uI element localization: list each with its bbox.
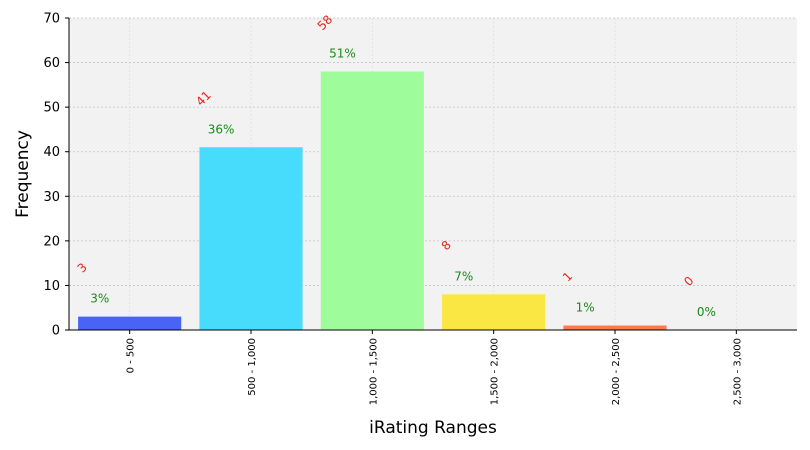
y-tick-label: 10 <box>43 279 60 294</box>
bars <box>78 71 667 330</box>
y-axis-ticks: 0 10 20 30 40 50 60 70 <box>43 12 69 339</box>
bar <box>563 325 667 330</box>
bar <box>320 71 424 330</box>
y-tick-label: 0 <box>52 324 60 339</box>
bar <box>442 294 546 330</box>
x-tick-label: 2,500 - 3,000 <box>732 338 743 405</box>
y-tick-label: 30 <box>43 190 60 205</box>
x-tick-label: 1,500 - 2,000 <box>490 338 501 405</box>
percent-label: 3% <box>90 292 109 306</box>
y-tick-label: 40 <box>43 145 60 160</box>
percent-label: 36% <box>208 122 235 136</box>
y-tick-label: 70 <box>43 12 60 27</box>
y-tick-label: 50 <box>43 101 60 116</box>
x-tick-label: 500 - 1,000 <box>247 338 258 396</box>
percent-label: 0% <box>697 305 716 319</box>
x-tick-label: 0 - 500 <box>126 338 137 373</box>
y-tick-label: 20 <box>43 234 60 249</box>
y-axis-title: Frequency <box>13 130 33 218</box>
axes <box>68 18 797 331</box>
percent-label: 1% <box>576 301 595 315</box>
percent-label: 51% <box>329 46 356 60</box>
x-axis-ticks: 0 - 500 500 - 1,000 1,000 - 1,500 1,500 - 2… <box>126 330 743 405</box>
x-tick-label: 1,000 - 1,500 <box>368 338 379 405</box>
x-axis-title: iRating Ranges <box>369 418 497 438</box>
plot-area <box>69 18 797 330</box>
y-tick-label: 60 <box>43 56 60 71</box>
percent-label: 7% <box>454 269 473 283</box>
bar <box>199 147 303 330</box>
bar <box>78 316 182 330</box>
x-tick-label: 2,000 - 2,500 <box>611 338 622 405</box>
